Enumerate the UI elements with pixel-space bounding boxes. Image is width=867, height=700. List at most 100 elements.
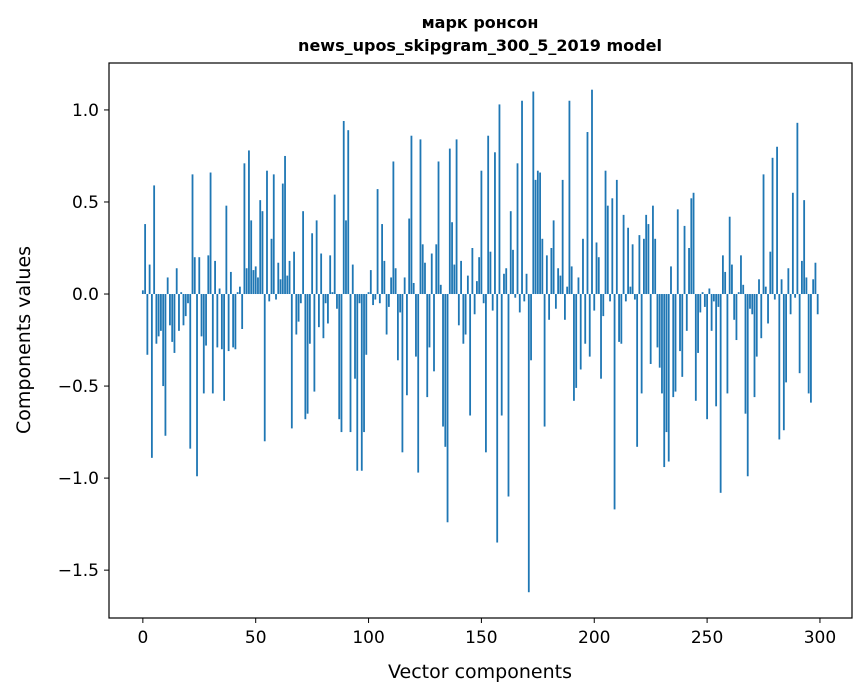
bar	[543, 294, 546, 427]
bar	[509, 211, 512, 295]
y-axis-label: Components values	[13, 246, 35, 434]
bar	[597, 257, 600, 295]
bar	[439, 284, 442, 295]
bar	[652, 205, 654, 295]
bar	[209, 172, 212, 295]
bar	[347, 130, 350, 295]
bar	[717, 294, 720, 307]
bar	[726, 294, 729, 394]
bar	[667, 294, 670, 462]
bar	[706, 294, 709, 420]
bar	[340, 294, 343, 433]
bar	[541, 238, 544, 295]
bar	[494, 152, 496, 295]
bar	[162, 294, 165, 387]
bar	[331, 292, 334, 295]
bar	[349, 294, 352, 433]
bar	[681, 294, 684, 377]
bar	[566, 286, 569, 295]
bar	[196, 294, 198, 477]
bar	[699, 294, 702, 313]
bar	[554, 294, 557, 309]
bar	[324, 294, 327, 304]
bar	[573, 294, 575, 401]
bar	[591, 89, 593, 295]
bar	[516, 163, 519, 295]
bar	[178, 294, 180, 331]
bar	[604, 170, 607, 295]
bar	[214, 260, 216, 295]
bar	[771, 157, 774, 295]
bar	[496, 294, 499, 543]
bar	[500, 294, 503, 416]
bar	[259, 200, 262, 295]
plot-frame	[108, 62, 853, 619]
bar	[534, 179, 537, 295]
bar	[627, 227, 630, 295]
bar	[239, 286, 241, 295]
bar	[286, 275, 289, 295]
bar	[721, 255, 724, 295]
bar	[503, 273, 505, 295]
bar	[764, 286, 767, 295]
bar	[462, 294, 465, 344]
bar	[584, 294, 587, 344]
bar	[753, 294, 756, 398]
bar	[654, 238, 657, 295]
bar	[236, 292, 239, 295]
bar	[457, 294, 460, 326]
bar	[676, 209, 679, 295]
bar	[719, 294, 722, 493]
chart-subtitle: news_upos_skipgram_300_5_2019 model	[298, 36, 662, 55]
bar	[288, 260, 291, 295]
bar	[794, 294, 797, 298]
bar	[694, 294, 697, 401]
bar	[428, 294, 431, 348]
bar	[557, 268, 560, 295]
bar	[485, 294, 487, 453]
bar	[749, 294, 751, 309]
y-tick-label: 0.0	[72, 285, 99, 305]
bar	[412, 282, 415, 295]
bar	[658, 294, 661, 368]
bar	[279, 279, 282, 295]
x-tick-label: 300	[804, 628, 836, 648]
bar	[254, 266, 257, 295]
bar	[198, 257, 201, 295]
bar	[284, 155, 286, 295]
bar	[816, 294, 819, 315]
bar	[261, 211, 264, 295]
bar	[193, 257, 196, 295]
bar	[385, 294, 388, 335]
bar	[731, 264, 733, 295]
bar	[396, 294, 399, 361]
bar	[248, 150, 250, 295]
bar	[200, 294, 203, 337]
bar	[491, 294, 494, 311]
bar	[207, 255, 210, 295]
bar	[223, 294, 226, 401]
bar	[751, 294, 754, 315]
bar	[539, 172, 541, 295]
bar	[437, 161, 440, 295]
bar	[679, 294, 681, 352]
bar	[683, 225, 686, 295]
bar	[480, 170, 483, 295]
bar	[620, 294, 623, 344]
y-tick-label: 0.5	[72, 193, 99, 213]
bar	[661, 294, 663, 394]
bar	[523, 294, 526, 302]
bar	[169, 294, 171, 326]
bar	[299, 294, 302, 304]
bar	[270, 238, 273, 295]
bar	[521, 100, 523, 295]
bar	[442, 294, 444, 427]
bar	[191, 174, 194, 295]
bar	[372, 294, 374, 306]
bar	[615, 179, 618, 295]
x-tick-label: 0	[137, 628, 148, 648]
bar	[378, 294, 381, 304]
bar	[670, 266, 672, 295]
bar	[473, 294, 476, 315]
bar	[234, 294, 237, 350]
